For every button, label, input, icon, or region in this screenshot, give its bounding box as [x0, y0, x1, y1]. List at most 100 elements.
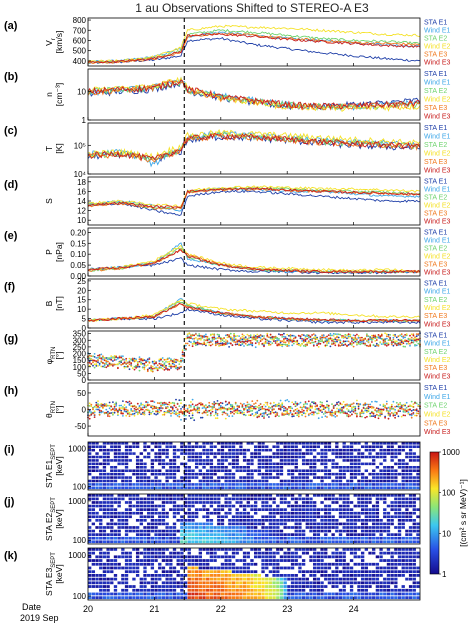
series-wind-e2	[87, 299, 421, 323]
heatmap-cell	[408, 472, 413, 476]
heatmap-cell	[353, 515, 357, 519]
heatmap-cell	[301, 476, 306, 479]
heatmap-cell	[161, 588, 166, 592]
heatmap-cell	[217, 522, 221, 526]
data-point	[178, 413, 181, 416]
data-point	[405, 339, 408, 342]
heatmap-cell	[124, 494, 129, 497]
heatmap-cell	[401, 501, 405, 504]
heatmap-cell	[110, 479, 114, 483]
data-point	[410, 400, 413, 403]
heatmap-cell	[88, 466, 92, 469]
heatmap-cell	[386, 519, 391, 522]
heatmap-cell	[161, 448, 166, 452]
heatmap-cell	[327, 486, 332, 490]
data-point	[324, 415, 327, 418]
heatmap-cell	[150, 448, 155, 452]
data-point	[354, 340, 357, 343]
heatmap-cell	[357, 494, 361, 497]
data-point	[158, 407, 161, 410]
heatmap-cell	[301, 533, 306, 536]
heatmap-cell	[324, 483, 328, 486]
heatmap-cell	[228, 526, 232, 529]
data-point	[263, 345, 265, 348]
data-point	[286, 408, 289, 410]
data-point	[241, 340, 244, 343]
data-point	[145, 404, 148, 406]
heatmap-cell	[242, 515, 247, 519]
data-point	[336, 340, 338, 343]
heatmap-cell	[91, 511, 96, 515]
heatmap-cell	[95, 511, 99, 515]
heatmap-cell	[313, 533, 317, 536]
data-point	[146, 368, 149, 371]
panel-label: (c)	[4, 125, 18, 137]
heatmap-cell	[113, 486, 118, 490]
heatmap-cell	[408, 466, 413, 469]
heatmap-cell	[106, 562, 110, 566]
heatmap-cell	[283, 445, 287, 448]
data-point	[229, 410, 232, 413]
heatmap-cell	[169, 529, 173, 533]
heatmap-cell	[331, 452, 335, 455]
data-point	[339, 409, 342, 412]
data-point	[108, 401, 111, 404]
heatmap-cell	[401, 462, 405, 466]
heatmap-cell	[412, 442, 416, 445]
heatmap-cell	[250, 469, 254, 472]
data-point	[135, 359, 138, 362]
heatmap-cell	[161, 570, 166, 574]
data-point	[125, 365, 128, 368]
heatmap-cell	[338, 469, 343, 472]
heatmap-cell	[106, 515, 110, 519]
data-point	[253, 334, 255, 336]
data-point	[175, 406, 177, 409]
data-point	[120, 404, 123, 407]
heatmap-cell	[231, 455, 236, 459]
data-point	[361, 415, 363, 418]
heatmap-cell	[268, 526, 273, 529]
heatmap-cell	[257, 508, 262, 511]
data-point	[410, 333, 413, 336]
heatmap-cell	[165, 469, 169, 472]
data-point	[120, 412, 123, 415]
heatmap-cell	[183, 462, 188, 466]
data-point	[414, 409, 416, 412]
heatmap-cell	[298, 452, 302, 455]
heatmap-cell	[290, 469, 295, 472]
heatmap-cell	[250, 526, 254, 529]
data-point	[259, 406, 262, 409]
data-point	[90, 405, 93, 408]
data-point	[181, 357, 184, 360]
heatmap-cell	[298, 536, 302, 540]
y-axis-label: T	[44, 146, 54, 151]
data-point	[364, 402, 367, 405]
data-point	[336, 336, 338, 338]
data-point	[347, 333, 350, 336]
data-point	[258, 342, 260, 344]
heatmap-cell	[335, 501, 339, 504]
heatmap-cell	[279, 540, 284, 544]
data-point	[224, 343, 227, 346]
data-point	[301, 340, 303, 342]
heatmap-cell	[191, 494, 195, 497]
heatmap-cell	[324, 526, 328, 529]
data-point	[351, 336, 353, 339]
heatmap-cell	[342, 459, 346, 462]
heatmap-cell	[254, 455, 258, 459]
data-point	[103, 364, 106, 367]
data-point	[314, 411, 317, 414]
heatmap-cell	[405, 501, 409, 504]
legend-entry: Wind E2	[424, 202, 451, 209]
heatmap-cell	[117, 486, 121, 490]
heatmap-cell	[217, 476, 221, 479]
heatmap-cell	[91, 529, 96, 533]
data-point	[243, 337, 245, 339]
data-point	[158, 360, 161, 363]
data-point	[289, 339, 292, 341]
heatmap-cell	[261, 540, 265, 544]
heatmap-cell	[272, 486, 276, 490]
heatmap-cell	[113, 448, 118, 452]
heatmap-cell	[235, 515, 239, 519]
data-point	[107, 357, 109, 359]
